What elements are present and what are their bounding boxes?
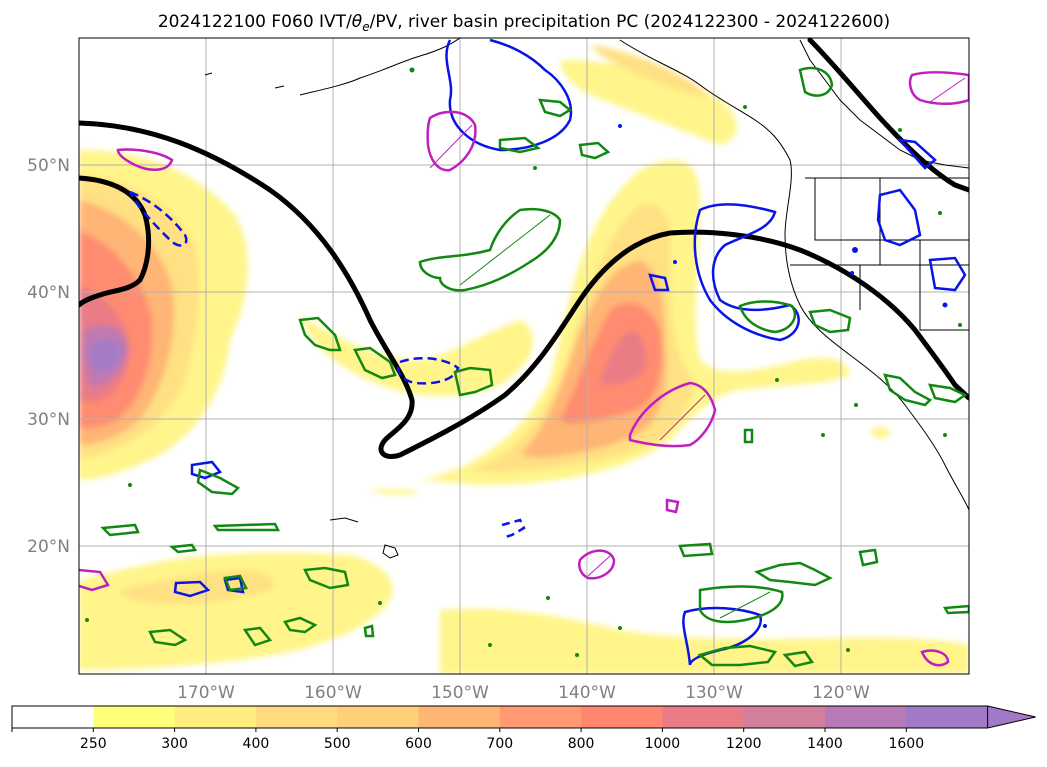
colorbar-tick-label: 800 [568, 736, 595, 752]
colorbar-segment [255, 706, 338, 728]
colorbar: 250 300 400 500 600 700 800 1000 1200 1400 1600 [11, 705, 1036, 752]
map-panel [79, 38, 969, 674]
chart-title: 2024122100 F060 IVT/θe/PV, river basin p… [158, 12, 890, 34]
colorbar-segment [581, 706, 663, 728]
colorbar-segment [743, 706, 826, 728]
pv-contours [128, 38, 967, 666]
lat-label-40n: 40°N [27, 283, 70, 303]
pv-small-features [618, 124, 948, 628]
pc-small-features [85, 67, 962, 657]
colorbar-segment [906, 706, 989, 728]
lat-label-30n: 30°N [27, 410, 70, 430]
colorbar-segment [93, 706, 176, 728]
colorbar-tick-label: 400 [243, 736, 270, 752]
colorbar-tick-label: 500 [324, 736, 351, 752]
latitude-labels: 50°N 40°N 30°N 20°N [27, 156, 70, 557]
colorbar-segment [662, 706, 745, 728]
lon-label-150w: 150°W [431, 683, 489, 703]
pc-negative-contours [100, 66, 969, 668]
colorbar-segment [337, 706, 419, 728]
colorbar-tick-label: 700 [486, 736, 513, 752]
theta-e-contours [79, 38, 969, 459]
lon-label-120w: 120°W [812, 683, 870, 703]
lat-label-20n: 20°N [27, 537, 70, 557]
colorbar-tick-label: 1000 [645, 736, 681, 752]
map-frame [78, 37, 970, 675]
lat-label-50n: 50°N [27, 156, 70, 176]
lon-label-130w: 130°W [685, 683, 743, 703]
colorbar-segment [825, 706, 907, 728]
colorbar-tick-label: 250 [80, 736, 107, 752]
pc-positive-contours [79, 71, 969, 667]
colorbar-tick-label: 1200 [726, 736, 762, 752]
colorbar-extend-arrow [987, 705, 1036, 729]
colorbar-segment [418, 706, 501, 728]
colorbar-tick-label: 600 [405, 736, 432, 752]
lon-label-140w: 140°W [558, 683, 616, 703]
longitude-labels: 170°W 160°W 150°W 140°W 130°W 120°W [177, 683, 870, 703]
colorbar-segment [12, 706, 94, 728]
colorbar-segment [174, 706, 257, 728]
colorbar-tick-label: 1600 [888, 736, 924, 752]
colorbar-segment [499, 706, 582, 728]
colorbar-tick-label: 1400 [807, 736, 843, 752]
lon-label-160w: 160°W [304, 683, 362, 703]
colorbar-tick-label: 300 [161, 736, 188, 752]
lon-label-170w: 170°W [177, 683, 235, 703]
